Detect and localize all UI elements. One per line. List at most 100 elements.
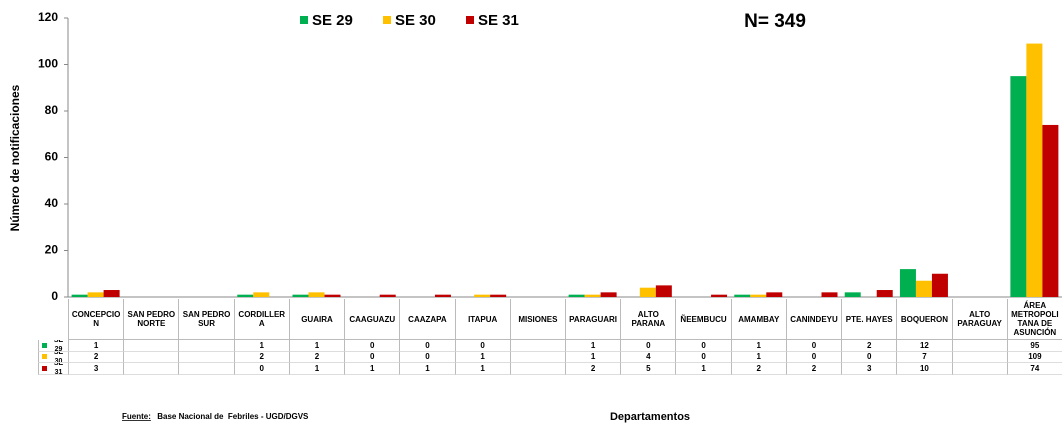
bar	[899, 269, 916, 297]
legend-label: SE 29	[312, 12, 353, 29]
table-cell	[178, 340, 234, 352]
table-row-text: SE 31	[53, 363, 64, 375]
table-cell: 0	[399, 340, 455, 352]
table-cell: 1	[288, 340, 345, 352]
table-swatch	[42, 354, 47, 360]
bar	[639, 287, 656, 297]
table-cell	[509, 351, 565, 363]
table-cell: 10	[896, 363, 952, 375]
y-tick-label: 40	[45, 196, 59, 210]
bar	[584, 294, 601, 297]
source-text: Base Nacional de Febriles - UGD/DGVS	[155, 412, 309, 421]
y-tick-label: 100	[38, 57, 58, 71]
bar	[379, 294, 396, 297]
legend-swatch	[300, 16, 308, 24]
table-cell: 2	[841, 340, 897, 352]
bar	[490, 294, 507, 297]
table-header: ÁREA METROPOLITANA DE ASUNCIÓN	[1006, 299, 1062, 340]
table-cell	[178, 363, 234, 375]
table-cell: 109	[1006, 351, 1062, 363]
table-cell: 0	[399, 351, 455, 363]
table-header: CAAGUAZU	[344, 299, 400, 340]
table-cell: 0	[675, 351, 731, 363]
y-tick-label: 80	[45, 103, 59, 117]
table-cell: 2	[730, 363, 786, 375]
table-cell: 1	[454, 363, 510, 375]
bar	[237, 294, 254, 297]
bar	[655, 285, 672, 297]
table-cell	[951, 351, 1007, 363]
y-tick-label: 60	[45, 150, 59, 164]
bar	[434, 294, 451, 297]
bar	[750, 294, 767, 297]
table-cell: 3	[68, 363, 124, 375]
table-cell: 0	[785, 340, 842, 352]
legend-swatch	[383, 16, 391, 24]
y-tick-label: 120	[38, 10, 58, 24]
table-cell: 1	[68, 340, 124, 352]
table-row-label: SE 31	[38, 363, 68, 375]
bar	[71, 294, 88, 297]
table-cell: 1	[565, 351, 621, 363]
table-cell: 2	[565, 363, 621, 375]
chart-title: N= 349	[744, 11, 806, 32]
table-cell: 0	[841, 351, 897, 363]
table-cell: 95	[1006, 340, 1062, 352]
table-cell: 0	[344, 351, 400, 363]
bar	[931, 273, 948, 297]
table-cell	[951, 340, 1007, 352]
bar	[844, 292, 861, 297]
bar	[821, 292, 838, 297]
table-cell: 3	[841, 363, 897, 375]
table-cell: 2	[68, 351, 124, 363]
table-cell	[951, 363, 1007, 375]
table-cell	[509, 363, 565, 375]
bar	[711, 294, 728, 297]
table-cell	[509, 340, 565, 352]
table-header: BOQUERON	[896, 299, 952, 340]
bar	[766, 292, 783, 297]
table-header: GUAIRA	[288, 299, 345, 340]
table-cell: 12	[896, 340, 952, 352]
table-row-label: SE 29	[38, 340, 68, 352]
table-header: PARAGUARI	[565, 299, 621, 340]
table-header: ALTO PARANA	[620, 299, 676, 340]
legend-label: SE 31	[478, 12, 519, 29]
y-tick-label: 0	[51, 289, 58, 303]
bar	[1042, 124, 1059, 297]
x-axis-label: Departamentos	[610, 411, 690, 423]
legend-swatch	[466, 16, 474, 24]
table-cell: 5	[620, 363, 676, 375]
bar	[1010, 76, 1027, 297]
table-cell	[123, 363, 179, 375]
bar	[324, 294, 341, 297]
table-cell: 1	[399, 363, 455, 375]
bar	[600, 292, 617, 297]
table-cell	[123, 351, 179, 363]
table-row-text: SE 30	[53, 351, 64, 363]
table-cell: 0	[344, 340, 400, 352]
table-header: ALTO PARAGUAY	[951, 299, 1007, 340]
table-cell: 74	[1006, 363, 1062, 375]
bar	[292, 294, 309, 297]
table-cell: 0	[233, 363, 289, 375]
bar	[876, 290, 893, 297]
table-cell: 2	[785, 363, 842, 375]
bar	[87, 292, 104, 297]
source-label: Fuente:	[122, 412, 151, 421]
table-cell: 1	[454, 351, 510, 363]
bar	[568, 294, 585, 297]
table-row-text: SE 29	[53, 340, 64, 352]
table-header: AMAMBAY	[730, 299, 786, 340]
table-cell: 1	[233, 340, 289, 352]
table-cell: 1	[730, 351, 786, 363]
table-cell: 0	[785, 351, 842, 363]
table-header: CORDILLERA	[233, 299, 289, 340]
table-cell: 0	[620, 340, 676, 352]
table-header: ÑEEMBUCU	[675, 299, 731, 340]
bar	[915, 280, 932, 297]
table-header: CANINDEYU	[785, 299, 842, 340]
bar	[308, 292, 325, 297]
table-cell	[123, 340, 179, 352]
